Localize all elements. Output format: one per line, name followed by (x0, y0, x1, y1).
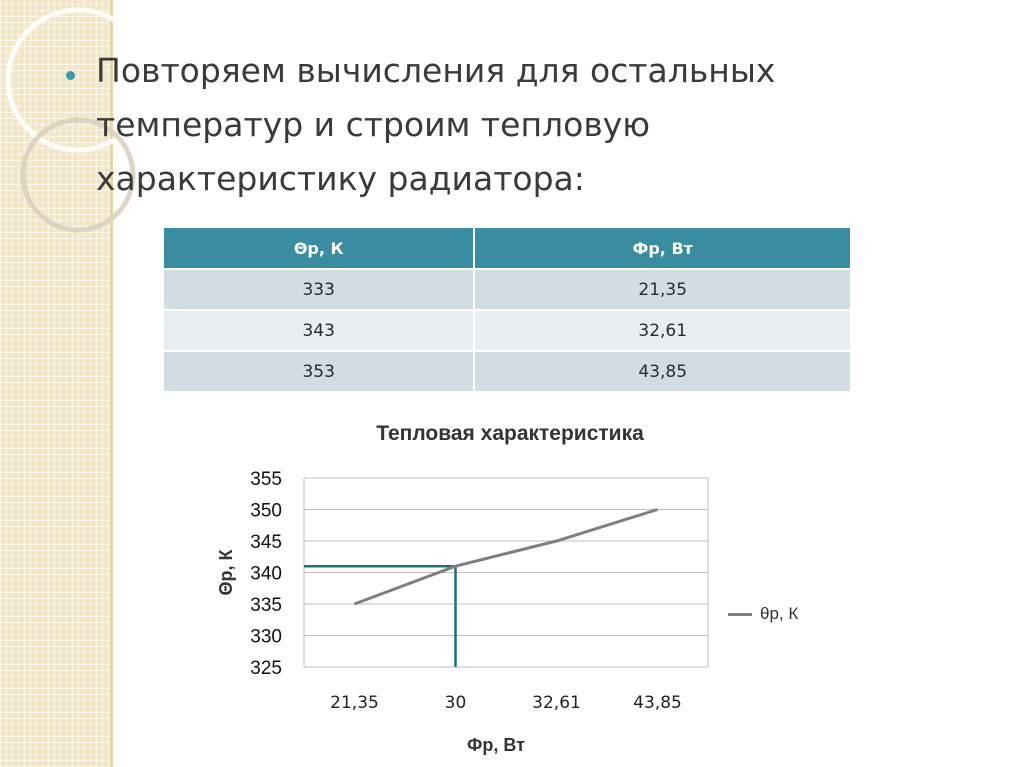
table-row: 353 43,85 (164, 350, 850, 391)
decorative-circles (5, 7, 151, 233)
table-row: 333 21,35 (164, 268, 850, 310)
heading-line: Повторяем вычисления для остальных (96, 51, 776, 90)
legend-line-swatch (728, 612, 752, 616)
table-cell: 333 (164, 268, 476, 310)
chart-title: Тепловая характеристика (376, 422, 644, 445)
x-tick-label: 32,61 (532, 693, 581, 713)
column-header: Фр, Вт (474, 228, 850, 269)
table-cell: 21,35 (474, 268, 850, 310)
column-header: Θр, К (164, 228, 476, 269)
x-tick-label: 43,85 (633, 693, 682, 713)
y-tick-label: 325 (250, 658, 282, 679)
chart-legend: θр, К (728, 604, 798, 624)
table-cell: 32,61 (474, 309, 850, 351)
y-tick-label: 350 (250, 501, 282, 522)
y-tick-label: 355 (250, 469, 282, 490)
x-axis-title: Фр, Вт (467, 735, 525, 755)
heading-line: характеристику радиатора: (96, 159, 585, 198)
slide-heading: Повторяем вычисления для остальных темпе… (96, 44, 996, 206)
bullet-icon (66, 71, 75, 80)
y-tick-label: 335 (250, 595, 282, 616)
y-tick-label: 340 (250, 564, 282, 585)
heading-line: температур и строим тепловую (96, 105, 651, 144)
y-tick-label: 345 (250, 532, 282, 553)
strip-edge (110, 0, 113, 767)
y-axis-title: Θр, К (216, 548, 236, 595)
line-chart: 355 350 345 340 335 330 325 21,35 30 32,61 43,85 Фр… (216, 469, 709, 755)
x-tick-label: 30 (445, 693, 467, 713)
data-table: Θр, К Фр, Вт 333 21,35 343 32,61 353 43,… (164, 228, 850, 391)
table-cell: 343 (164, 309, 476, 351)
table-row: 343 32,61 (164, 309, 850, 351)
legend-label: θр, К (760, 604, 799, 623)
x-tick-label: 21,35 (330, 693, 379, 713)
table-cell: 43,85 (474, 350, 850, 391)
series-line (353, 508, 658, 606)
table-header-row: Θр, К Фр, Вт (164, 228, 850, 269)
y-tick-label: 330 (250, 627, 282, 648)
table-cell: 353 (164, 350, 476, 391)
decorative-strip (0, 0, 110, 767)
